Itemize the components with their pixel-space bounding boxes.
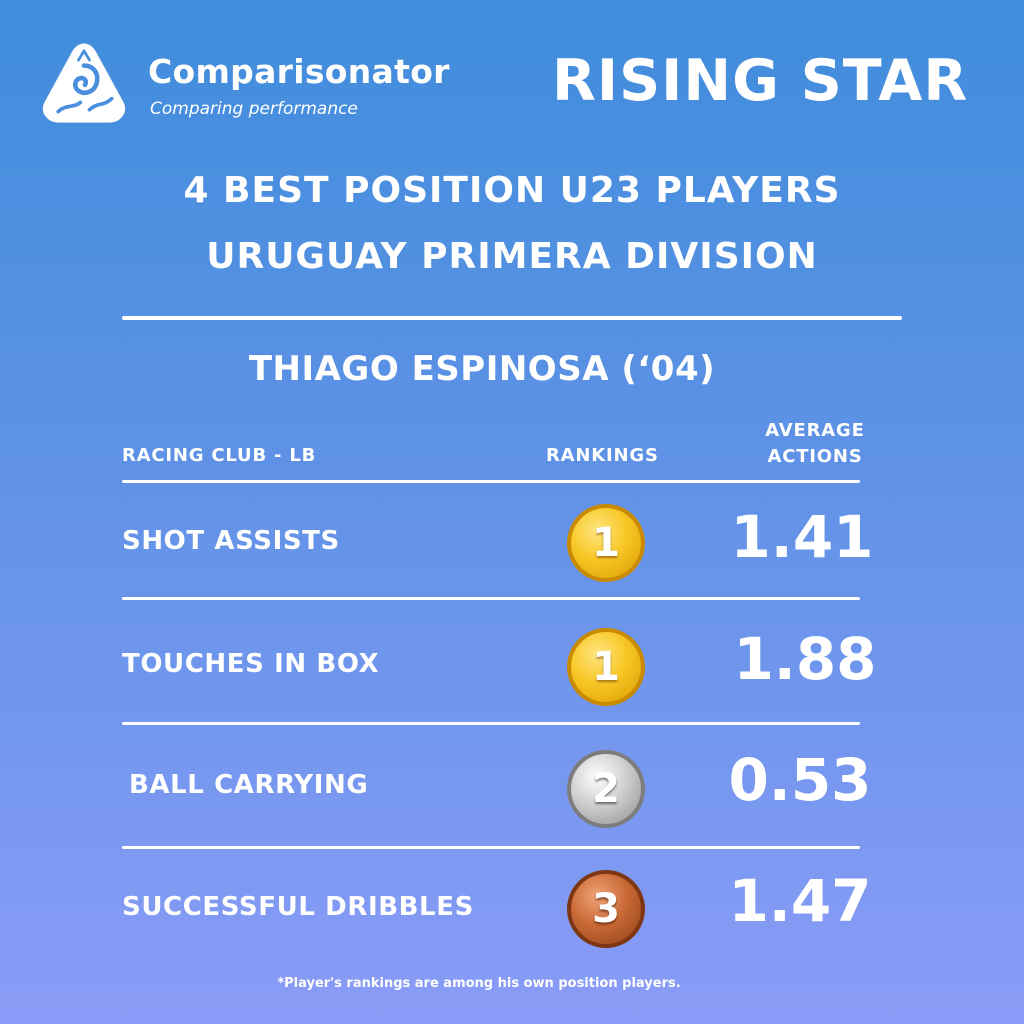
header-divider [122,316,902,320]
rising-star-banner: RISING STAR [552,48,969,114]
footnote: *Player's rankings are among his own pos… [277,976,681,991]
club-position-label: RACING CLUB - LB [122,445,317,466]
stat-row-3-value: 0.53 [728,746,872,814]
stat-row-1-rank: 1 [592,520,620,566]
player-name: THIAGO ESPINOSA (‘04) [248,349,716,389]
bronze-medal-icon: 3 [567,870,645,948]
stat-row-2-metric: TOUCHES IN BOX [122,649,380,679]
headline-line-1: 4 BEST POSITION U23 PLAYERS [183,170,841,211]
comparisonator-logo-icon [42,43,126,123]
brand-name: Comparisonator [148,52,450,91]
stat-row-3-rank: 2 [592,766,620,812]
headline-line-2: URUGUAY PRIMERA DIVISION [206,236,818,277]
stat-row-4-value: 1.47 [728,867,872,935]
silver-medal-icon: 2 [567,750,645,828]
stat-row-3-metric: BALL CARRYING [129,770,369,800]
average-actions-header-line-1: AVERAGE [765,420,865,441]
stat-row-2-rank: 1 [592,644,620,690]
row-divider [122,846,860,849]
stat-row-2-value: 1.88 [733,625,877,693]
gold-medal-icon: 1 [567,504,645,582]
row-divider [122,722,860,725]
gold-medal-icon: 1 [567,628,645,706]
row-divider [122,597,860,600]
stat-row-4-metric: SUCCESSFUL DRIBBLES [122,892,474,922]
row-divider [122,480,860,483]
stat-row-1-value: 1.41 [730,503,874,571]
average-actions-header-line-2: ACTIONS [767,446,863,467]
average-actions-column-header: AVERAGE ACTIONS [740,418,890,470]
stat-row-1-metric: SHOT ASSISTS [122,526,340,556]
brand-tagline: Comparing performance [150,99,358,119]
stat-row-4-rank: 3 [592,886,620,932]
rankings-column-header: RANKINGS [546,445,659,466]
